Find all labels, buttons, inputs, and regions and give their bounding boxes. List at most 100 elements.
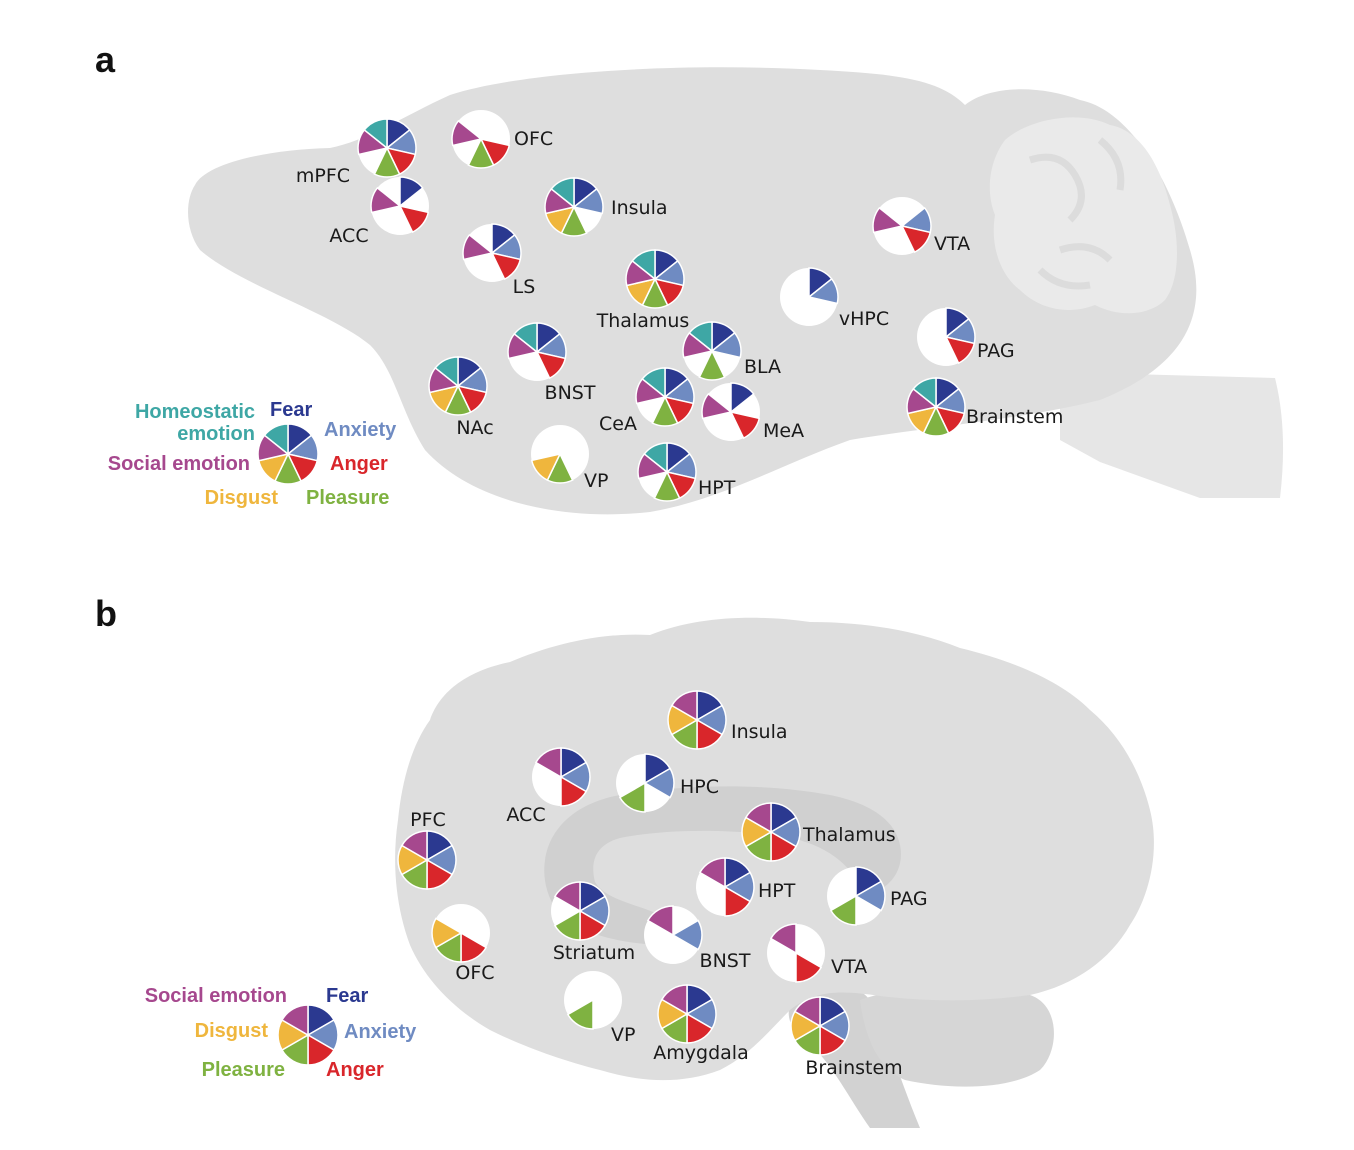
region-vta-a-label: VTA — [934, 233, 970, 255]
region-vhpc-a-slice-anxiety — [807, 277, 839, 305]
region-amygdala-b-slice-social-emotion — [660, 984, 688, 1016]
region-bnst-a-slice-anger — [535, 350, 567, 380]
region-hpc-b-label: HPC — [680, 776, 719, 798]
region-vta-b-slice-social-emotion — [769, 923, 797, 955]
region-ofc-a-slice-pleasure — [467, 137, 495, 169]
region-pfc-b-pie — [397, 830, 457, 890]
region-bla-a-slice-pleasure — [698, 349, 726, 381]
legend-a-homeostatic: Homeostatic — [135, 401, 255, 423]
region-bnst-b-pie — [644, 905, 703, 964]
legend-a-pleasure: Pleasure — [306, 487, 389, 509]
region-insula-b-pie — [667, 690, 727, 750]
region-hpc-b-slice-pleasure — [618, 781, 646, 813]
region-hpt-a-pie — [637, 442, 697, 502]
legend-b-pleasure: Pleasure — [202, 1059, 285, 1081]
region-hpt-a-slice-homeostatic-emotion — [643, 442, 668, 474]
region-pag-a-label: PAG — [977, 340, 1015, 362]
legend-a-pie — [257, 423, 319, 485]
panel-a: a Fear Anxiety Anger Pleasure Disgust So… — [95, 39, 1284, 515]
region-acc-b-pie — [532, 747, 591, 807]
region-ofc-b-label: OFC — [455, 962, 494, 984]
region-brainstem-a-pie — [906, 377, 966, 437]
region-acc-a-label: ACC — [329, 225, 368, 247]
region-vp-b-pie — [564, 971, 622, 1030]
region-bla-a-slice-homeostatic-emotion — [688, 321, 713, 353]
legend-b-anxiety: Anxiety — [344, 1021, 417, 1043]
region-bla-a-slice-anxiety — [710, 331, 742, 359]
region-acc-b-slice-social-emotion — [534, 747, 562, 779]
region-brainstem-a-label: Brainstem — [966, 406, 1063, 428]
region-ofc-b-slice-disgust — [431, 917, 463, 949]
legend-b-social-emotion: Social emotion — [145, 985, 287, 1007]
region-mea-a-slice-anger — [729, 410, 761, 440]
region-nac-a-label: NAc — [456, 417, 493, 439]
region-ls-a-pie — [462, 223, 522, 282]
region-pag-a-pie — [917, 307, 976, 366]
region-thalamus-a-pie — [625, 249, 685, 309]
region-hpt-b-pie — [696, 857, 755, 917]
region-thalamus-a-label: Thalamus — [596, 310, 690, 332]
legend-b-pie — [277, 1004, 339, 1066]
region-striatum-b-slice-social-emotion — [553, 881, 581, 913]
region-acc-b-slice-anger — [560, 775, 588, 807]
region-ls-a-slice-anger — [490, 251, 522, 281]
region-cea-a-slice-homeostatic-emotion — [641, 367, 666, 399]
legend-b-slice-social-emotion — [280, 1004, 309, 1037]
panel-b-letter: b — [95, 593, 117, 634]
region-insula-b-label: Insula — [731, 721, 788, 743]
region-bnst-a-slice-homeostatic-emotion — [513, 322, 538, 354]
region-vp-b-slice-pleasure — [566, 998, 594, 1030]
region-hpt-a-slice-pleasure — [653, 470, 681, 502]
region-brainstem-a-slice-homeostatic-emotion — [912, 377, 937, 409]
legend-a-social-emotion: Social emotion — [108, 453, 250, 475]
region-bnst-a-label: BNST — [545, 382, 596, 404]
region-ofc-a-label: OFC — [514, 128, 553, 150]
region-vta-a-pie — [872, 197, 932, 255]
region-striatum-b-label: Striatum — [553, 942, 635, 964]
region-amygdala-b-label: Amygdala — [653, 1042, 748, 1064]
region-pies-b: Insula ACC HPC PFC Thalamus HPT PAG Striatum OFC… — [397, 690, 928, 1079]
region-nac-a-slice-homeostatic-emotion — [434, 356, 459, 388]
region-brainstem-b-pie — [790, 996, 850, 1056]
legend-b: Fear Anxiety Anger Pleasure Disgust Soci… — [145, 985, 417, 1081]
region-vp-a-pie — [530, 425, 589, 484]
region-pfc-b-label: PFC — [410, 809, 446, 831]
region-ls-a-slice-social-emotion — [462, 233, 494, 261]
region-ofc-a-slice-social-emotion — [451, 119, 483, 147]
region-cea-a-pie — [635, 367, 695, 427]
region-bnst-a-pie — [507, 322, 567, 381]
region-acc-a-slice-fear — [399, 176, 424, 208]
legend-b-anger: Anger — [326, 1059, 384, 1081]
region-pfc-b-slice-social-emotion — [400, 830, 428, 862]
region-striatum-b-slice-pleasure — [553, 909, 581, 941]
region-cea-a-label: CeA — [599, 413, 637, 435]
region-insula-a-slice-anxiety — [572, 187, 604, 215]
region-acc-b-label: ACC — [506, 804, 545, 826]
region-vp-b-label: VP — [611, 1024, 635, 1046]
region-bla-a-pie — [682, 321, 742, 381]
legend-b-disgust: Disgust — [195, 1020, 269, 1042]
rodent-cerebellum-folia — [1028, 137, 1125, 290]
region-cea-a-slice-pleasure — [651, 395, 679, 427]
legend-a-pie — [257, 423, 319, 485]
region-acc-a-pie — [370, 176, 430, 235]
legend-a-anger: Anger — [330, 453, 388, 475]
region-nac-a-pie — [428, 356, 488, 416]
legend-a-fear: Fear — [270, 399, 312, 421]
region-vp-a-slice-disgust — [530, 452, 562, 482]
region-pag-a-slice-anger — [944, 335, 976, 365]
region-striatum-b-pie — [551, 881, 610, 941]
legend-a-anxiety: Anxiety — [324, 419, 397, 441]
region-pies-a: mPFC OFC ACC Insula LS Thalamus vHPC VTA BNST BLA… — [296, 110, 1063, 502]
region-hpt-b-slice-social-emotion — [698, 857, 726, 889]
rodent-cerebellum — [989, 117, 1177, 314]
rodent-brain-silhouette — [188, 67, 1284, 515]
region-mpfc-a-label: mPFC — [296, 165, 350, 187]
region-thalamus-a-slice-homeostatic-emotion — [631, 249, 656, 281]
region-hpc-b-slice-anxiety — [643, 767, 675, 799]
region-thalamus-b-slice-social-emotion — [744, 802, 772, 834]
region-hpt-b-slice-anger — [724, 885, 752, 917]
region-ofc-a-pie — [451, 110, 511, 169]
region-mea-a-label: MeA — [763, 420, 804, 442]
